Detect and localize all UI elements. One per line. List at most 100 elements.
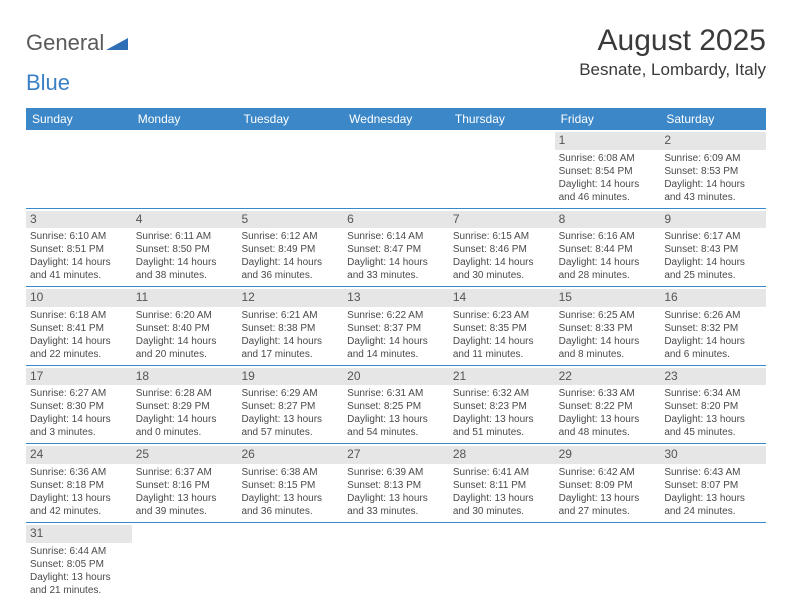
day-number: 23	[660, 368, 766, 386]
calendar-empty-cell	[449, 130, 555, 208]
sunset-text: Sunset: 8:49 PM	[241, 243, 339, 256]
daylight-text: Daylight: 13 hours and 30 minutes.	[453, 492, 551, 518]
day-number: 16	[660, 289, 766, 307]
sunrise-text: Sunrise: 6:12 AM	[241, 230, 339, 243]
day-number: 21	[449, 368, 555, 386]
calendar-empty-cell	[132, 130, 238, 208]
day-number: 31	[26, 525, 132, 543]
sunrise-text: Sunrise: 6:42 AM	[559, 466, 657, 479]
sunset-text: Sunset: 8:15 PM	[241, 479, 339, 492]
sunrise-text: Sunrise: 6:33 AM	[559, 387, 657, 400]
day-number: 29	[555, 446, 661, 464]
calendar-week-row: 10Sunrise: 6:18 AMSunset: 8:41 PMDayligh…	[26, 287, 766, 366]
page-header: GeneralBlue August 2025 Besnate, Lombard…	[26, 24, 766, 96]
day-number: 3	[26, 211, 132, 229]
daylight-text: Daylight: 13 hours and 39 minutes.	[136, 492, 234, 518]
daylight-text: Daylight: 14 hours and 41 minutes.	[30, 256, 128, 282]
logo: GeneralBlue	[26, 30, 128, 96]
sunrise-text: Sunrise: 6:16 AM	[559, 230, 657, 243]
calendar-day-cell: 12Sunrise: 6:21 AMSunset: 8:38 PMDayligh…	[237, 287, 343, 365]
sunset-text: Sunset: 8:43 PM	[664, 243, 762, 256]
month-title: August 2025	[579, 24, 766, 58]
daylight-text: Daylight: 14 hours and 28 minutes.	[559, 256, 657, 282]
sunset-text: Sunset: 8:30 PM	[30, 400, 128, 413]
calendar-day-cell: 9Sunrise: 6:17 AMSunset: 8:43 PMDaylight…	[660, 209, 766, 287]
sunset-text: Sunset: 8:22 PM	[559, 400, 657, 413]
location: Besnate, Lombardy, Italy	[579, 60, 766, 80]
day-number: 20	[343, 368, 449, 386]
sunset-text: Sunset: 8:35 PM	[453, 322, 551, 335]
daylight-text: Daylight: 14 hours and 30 minutes.	[453, 256, 551, 282]
calendar-empty-cell	[343, 130, 449, 208]
sunrise-text: Sunrise: 6:43 AM	[664, 466, 762, 479]
day-number: 30	[660, 446, 766, 464]
sunrise-text: Sunrise: 6:20 AM	[136, 309, 234, 322]
day-number: 24	[26, 446, 132, 464]
sunrise-text: Sunrise: 6:18 AM	[30, 309, 128, 322]
calendar-day-cell: 31Sunrise: 6:44 AMSunset: 8:05 PMDayligh…	[26, 523, 132, 601]
calendar-day-cell: 26Sunrise: 6:38 AMSunset: 8:15 PMDayligh…	[237, 444, 343, 522]
sunset-text: Sunset: 8:41 PM	[30, 322, 128, 335]
calendar-day-cell: 21Sunrise: 6:32 AMSunset: 8:23 PMDayligh…	[449, 366, 555, 444]
calendar-day-cell: 17Sunrise: 6:27 AMSunset: 8:30 PMDayligh…	[26, 366, 132, 444]
calendar-day-cell: 18Sunrise: 6:28 AMSunset: 8:29 PMDayligh…	[132, 366, 238, 444]
daylight-text: Daylight: 13 hours and 36 minutes.	[241, 492, 339, 518]
sunset-text: Sunset: 8:29 PM	[136, 400, 234, 413]
sunset-text: Sunset: 8:46 PM	[453, 243, 551, 256]
sunrise-text: Sunrise: 6:41 AM	[453, 466, 551, 479]
daylight-text: Daylight: 13 hours and 48 minutes.	[559, 413, 657, 439]
daylight-text: Daylight: 14 hours and 46 minutes.	[559, 178, 657, 204]
weekday-header: Wednesday	[343, 108, 449, 130]
sunrise-text: Sunrise: 6:36 AM	[30, 466, 128, 479]
sunset-text: Sunset: 8:50 PM	[136, 243, 234, 256]
sunset-text: Sunset: 8:16 PM	[136, 479, 234, 492]
sunrise-text: Sunrise: 6:27 AM	[30, 387, 128, 400]
sunrise-text: Sunrise: 6:15 AM	[453, 230, 551, 243]
day-number: 22	[555, 368, 661, 386]
calendar-day-cell: 2Sunrise: 6:09 AMSunset: 8:53 PMDaylight…	[660, 130, 766, 208]
sunrise-text: Sunrise: 6:31 AM	[347, 387, 445, 400]
calendar-day-cell: 15Sunrise: 6:25 AMSunset: 8:33 PMDayligh…	[555, 287, 661, 365]
daylight-text: Daylight: 13 hours and 45 minutes.	[664, 413, 762, 439]
day-number: 1	[555, 132, 661, 150]
sunset-text: Sunset: 8:33 PM	[559, 322, 657, 335]
sunrise-text: Sunrise: 6:39 AM	[347, 466, 445, 479]
day-number: 25	[132, 446, 238, 464]
sunrise-text: Sunrise: 6:25 AM	[559, 309, 657, 322]
calendar-day-cell: 19Sunrise: 6:29 AMSunset: 8:27 PMDayligh…	[237, 366, 343, 444]
sunset-text: Sunset: 8:07 PM	[664, 479, 762, 492]
daylight-text: Daylight: 14 hours and 20 minutes.	[136, 335, 234, 361]
logo-word-general: General	[26, 30, 104, 55]
day-number: 5	[237, 211, 343, 229]
daylight-text: Daylight: 13 hours and 21 minutes.	[30, 571, 128, 597]
weekday-header-row: Sunday Monday Tuesday Wednesday Thursday…	[26, 108, 766, 130]
daylight-text: Daylight: 13 hours and 54 minutes.	[347, 413, 445, 439]
daylight-text: Daylight: 14 hours and 8 minutes.	[559, 335, 657, 361]
day-number: 8	[555, 211, 661, 229]
sunset-text: Sunset: 8:38 PM	[241, 322, 339, 335]
calendar-day-cell: 8Sunrise: 6:16 AMSunset: 8:44 PMDaylight…	[555, 209, 661, 287]
daylight-text: Daylight: 14 hours and 14 minutes.	[347, 335, 445, 361]
sunset-text: Sunset: 8:37 PM	[347, 322, 445, 335]
daylight-text: Daylight: 14 hours and 17 minutes.	[241, 335, 339, 361]
calendar-day-cell: 25Sunrise: 6:37 AMSunset: 8:16 PMDayligh…	[132, 444, 238, 522]
calendar-empty-cell	[449, 523, 555, 601]
daylight-text: Daylight: 13 hours and 27 minutes.	[559, 492, 657, 518]
sunset-text: Sunset: 8:18 PM	[30, 479, 128, 492]
day-number: 6	[343, 211, 449, 229]
daylight-text: Daylight: 14 hours and 25 minutes.	[664, 256, 762, 282]
sunrise-text: Sunrise: 6:22 AM	[347, 309, 445, 322]
calendar-week-row: 31Sunrise: 6:44 AMSunset: 8:05 PMDayligh…	[26, 523, 766, 601]
daylight-text: Daylight: 13 hours and 42 minutes.	[30, 492, 128, 518]
calendar-week-row: 24Sunrise: 6:36 AMSunset: 8:18 PMDayligh…	[26, 444, 766, 523]
calendar-day-cell: 11Sunrise: 6:20 AMSunset: 8:40 PMDayligh…	[132, 287, 238, 365]
daylight-text: Daylight: 13 hours and 51 minutes.	[453, 413, 551, 439]
calendar-empty-cell	[343, 523, 449, 601]
calendar-day-cell: 10Sunrise: 6:18 AMSunset: 8:41 PMDayligh…	[26, 287, 132, 365]
sunset-text: Sunset: 8:05 PM	[30, 558, 128, 571]
weekday-header: Tuesday	[237, 108, 343, 130]
day-number: 27	[343, 446, 449, 464]
calendar-week-row: 17Sunrise: 6:27 AMSunset: 8:30 PMDayligh…	[26, 366, 766, 445]
calendar-day-cell: 1Sunrise: 6:08 AMSunset: 8:54 PMDaylight…	[555, 130, 661, 208]
calendar-day-cell: 13Sunrise: 6:22 AMSunset: 8:37 PMDayligh…	[343, 287, 449, 365]
